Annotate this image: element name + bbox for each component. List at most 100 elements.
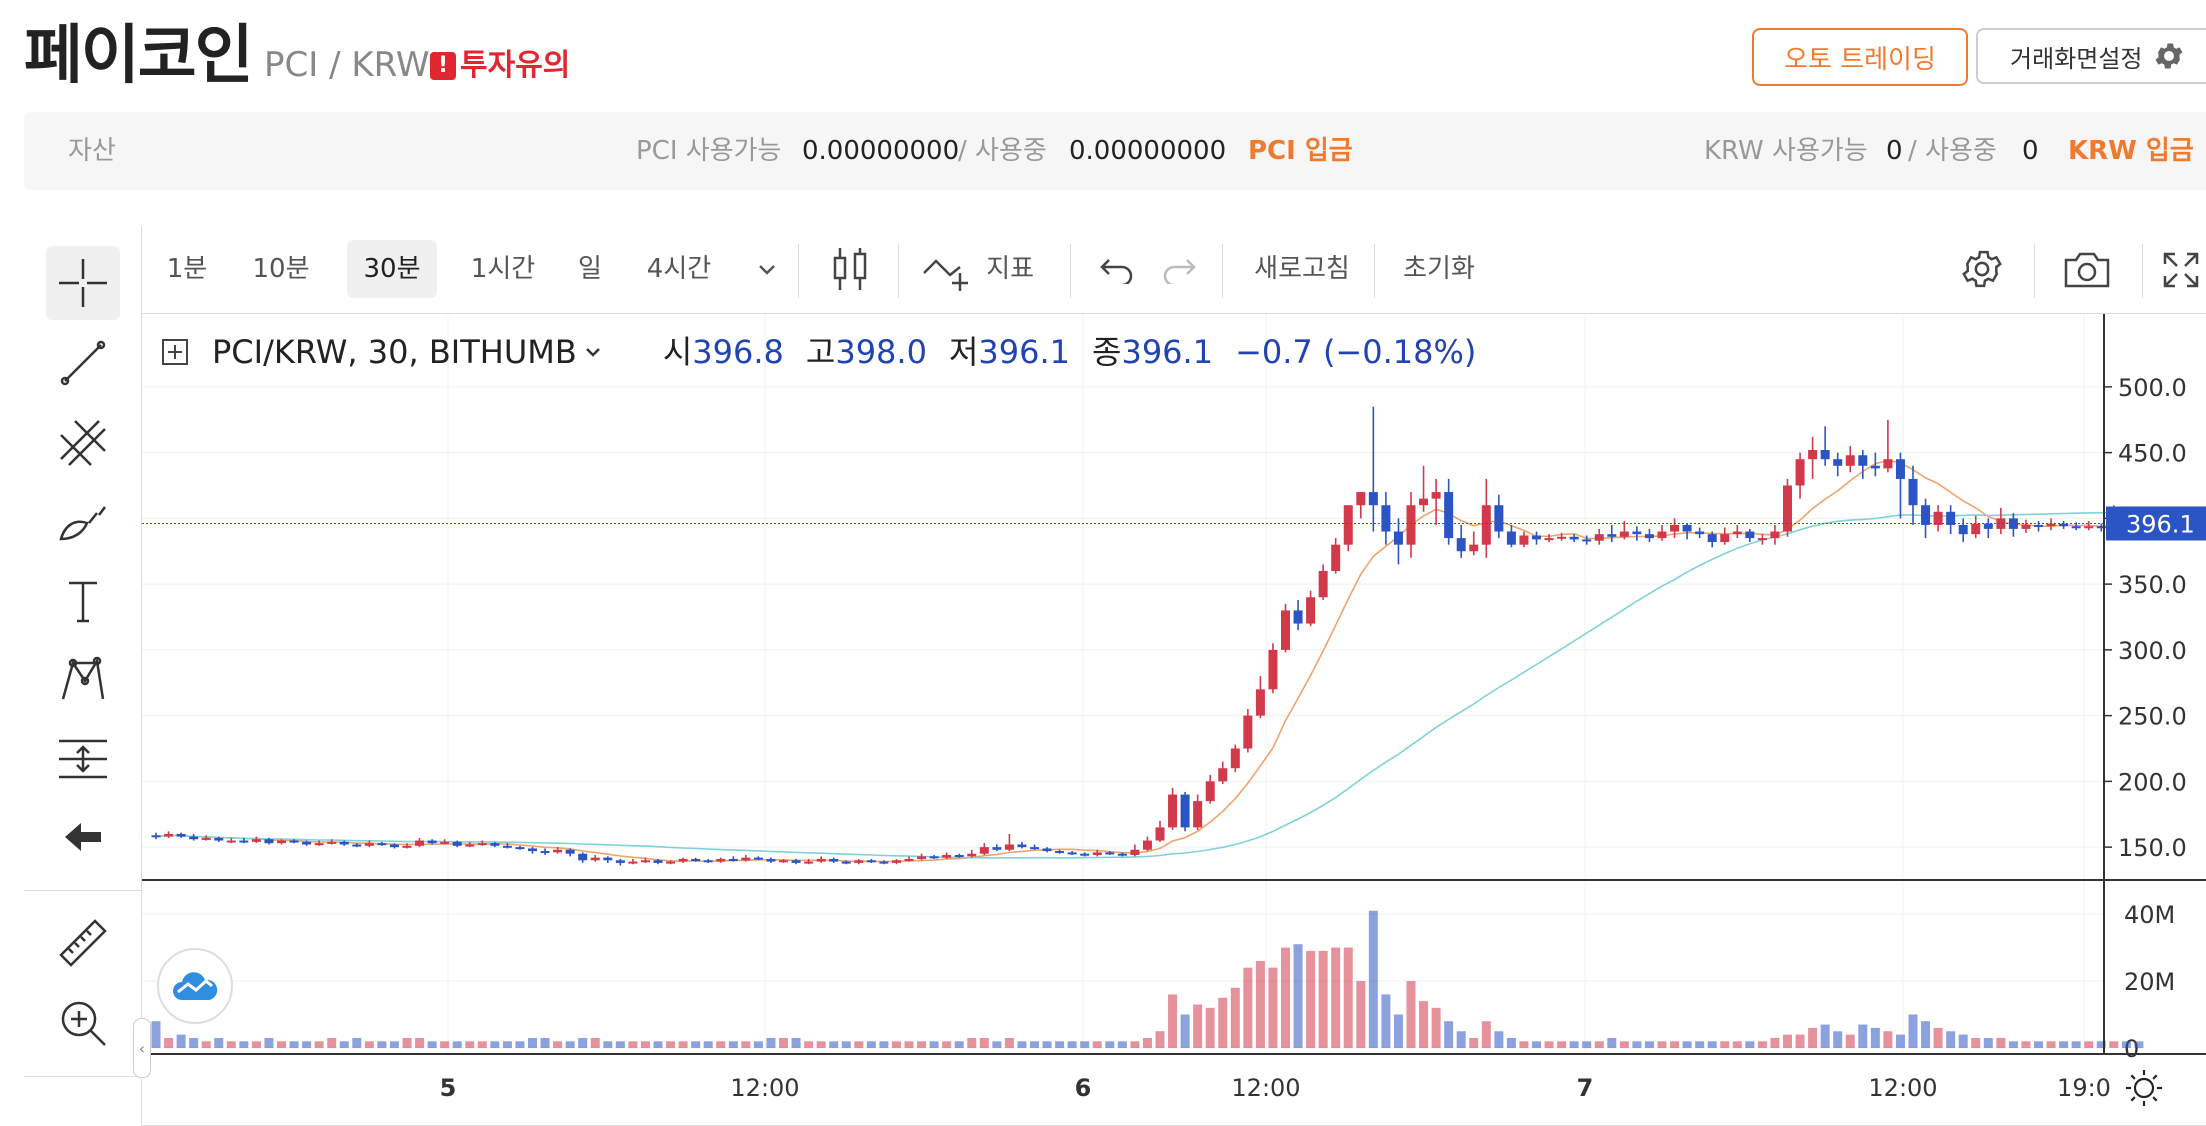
candle-body[interactable]	[1983, 523, 1993, 529]
candle-body[interactable]	[1469, 544, 1479, 552]
candle-body[interactable]	[214, 837, 224, 841]
candle-body[interactable]	[1883, 459, 1893, 469]
candle-body[interactable]	[917, 856, 927, 859]
volume-bar[interactable]	[816, 1041, 826, 1048]
volume-bar[interactable]	[1255, 960, 1265, 1048]
volume-bar[interactable]	[1230, 987, 1240, 1048]
volume-bar[interactable]	[502, 1041, 512, 1048]
volume-bar[interactable]	[1243, 967, 1253, 1048]
volume-bar[interactable]	[251, 1041, 261, 1048]
volume-bar[interactable]	[540, 1037, 550, 1048]
volume-bar[interactable]	[1695, 1041, 1705, 1048]
volume-bar[interactable]	[1180, 1014, 1190, 1048]
candle-body[interactable]	[1594, 534, 1604, 541]
candle-body[interactable]	[866, 860, 876, 863]
brush-tool[interactable]	[46, 484, 120, 558]
volume-bar[interactable]	[2034, 1041, 2043, 1048]
candle-body[interactable]	[1858, 455, 1868, 466]
candle-body[interactable]	[942, 855, 952, 858]
candle-body[interactable]	[528, 848, 537, 852]
candle-body[interactable]	[703, 860, 713, 863]
volume-bar[interactable]	[264, 1037, 274, 1048]
candle-body[interactable]	[1168, 794, 1178, 828]
candle-body[interactable]	[352, 844, 362, 847]
volume-bar[interactable]	[1268, 967, 1278, 1048]
candle-body[interactable]	[2021, 524, 2031, 529]
candle-body[interactable]	[1933, 511, 1943, 525]
candle-body[interactable]	[1632, 531, 1642, 535]
volume-bar[interactable]	[2059, 1041, 2069, 1048]
volume-bar[interactable]	[2046, 1041, 2056, 1048]
volume-bar[interactable]	[678, 1041, 688, 1048]
candle-body[interactable]	[1419, 498, 1429, 506]
volume-bar[interactable]	[854, 1041, 864, 1048]
volume-bar[interactable]	[666, 1041, 676, 1048]
auto-trading-button[interactable]: 오토 트레이딩	[1752, 28, 1968, 86]
volume-bar[interactable]	[1494, 1031, 1504, 1048]
candle-body[interactable]	[553, 849, 563, 853]
volume-bar[interactable]	[779, 1037, 788, 1048]
volume-bar[interactable]	[1318, 950, 1328, 1048]
trend-line-tool[interactable]	[46, 326, 120, 400]
volume-bar[interactable]	[1644, 1041, 1654, 1048]
volume-bar[interactable]	[1971, 1037, 1981, 1048]
back-tool[interactable]	[46, 800, 120, 874]
interval-1h[interactable]: 1시간	[470, 254, 536, 284]
candle-body[interactable]	[578, 853, 588, 861]
candle-body[interactable]	[1682, 524, 1692, 532]
chart-type-button[interactable]	[820, 240, 880, 298]
candle-body[interactable]	[427, 840, 437, 844]
candle-body[interactable]	[954, 855, 964, 858]
candle-body[interactable]	[1193, 801, 1203, 828]
volume-bar[interactable]	[1030, 1041, 1039, 1048]
candle-body[interactable]	[1946, 511, 1956, 525]
candle-body[interactable]	[377, 843, 387, 846]
candle-body[interactable]	[1205, 781, 1215, 802]
candle-body[interactable]	[1105, 852, 1115, 855]
volume-bar[interactable]	[1193, 1004, 1203, 1048]
volume-bar[interactable]	[226, 1041, 236, 1048]
candle-body[interactable]	[302, 841, 312, 845]
candle-body[interactable]	[1720, 534, 1730, 543]
candle-body[interactable]	[1506, 531, 1516, 545]
volume-bar[interactable]	[2021, 1041, 2031, 1048]
candle-body[interactable]	[1318, 570, 1328, 598]
candle-body[interactable]	[389, 844, 399, 848]
candle-body[interactable]	[816, 858, 826, 862]
volume-bar[interactable]	[377, 1041, 387, 1048]
volume-bar[interactable]	[1607, 1037, 1617, 1048]
candle-body[interactable]	[1130, 849, 1140, 856]
volume-bar[interactable]	[1356, 981, 1366, 1048]
volume-bar[interactable]	[465, 1041, 475, 1048]
volume-bar[interactable]	[829, 1041, 839, 1048]
candle-body[interactable]	[164, 833, 174, 837]
volume-bar[interactable]	[339, 1041, 349, 1048]
candle-body[interactable]	[277, 840, 286, 844]
volume-bar[interactable]	[615, 1041, 625, 1048]
volume-bar[interactable]	[1657, 1041, 1667, 1048]
candle-body[interactable]	[1356, 492, 1366, 506]
measure-range-tool[interactable]	[46, 722, 120, 796]
candle-body[interactable]	[264, 839, 274, 844]
candle-body[interactable]	[590, 857, 600, 861]
volume-bar[interactable]	[1732, 1041, 1742, 1048]
volume-bar[interactable]	[1820, 1024, 1830, 1048]
candle-body[interactable]	[678, 858, 688, 862]
zoom-in-tool[interactable]	[46, 986, 120, 1060]
candle-body[interactable]	[1619, 531, 1629, 537]
candle-body[interactable]	[1582, 539, 1592, 542]
volume-bar[interactable]	[1306, 950, 1316, 1048]
candle-body[interactable]	[251, 839, 261, 842]
volume-bar[interactable]	[1895, 1034, 1905, 1048]
volume-bar[interactable]	[1406, 981, 1416, 1048]
candle-body[interactable]	[226, 840, 236, 843]
interval-10m[interactable]: 10분	[252, 254, 310, 284]
volume-bar[interactable]	[2084, 1041, 2094, 1048]
volume-bar[interactable]	[1858, 1024, 1868, 1048]
candle-body[interactable]	[1958, 524, 1968, 535]
candle-body[interactable]	[1732, 531, 1742, 535]
pattern-tool[interactable]	[46, 642, 120, 716]
krw-deposit-link[interactable]: KRW 입금	[2068, 136, 2194, 166]
volume-bar[interactable]	[1632, 1041, 1642, 1048]
volume-bar[interactable]	[992, 1041, 1002, 1048]
